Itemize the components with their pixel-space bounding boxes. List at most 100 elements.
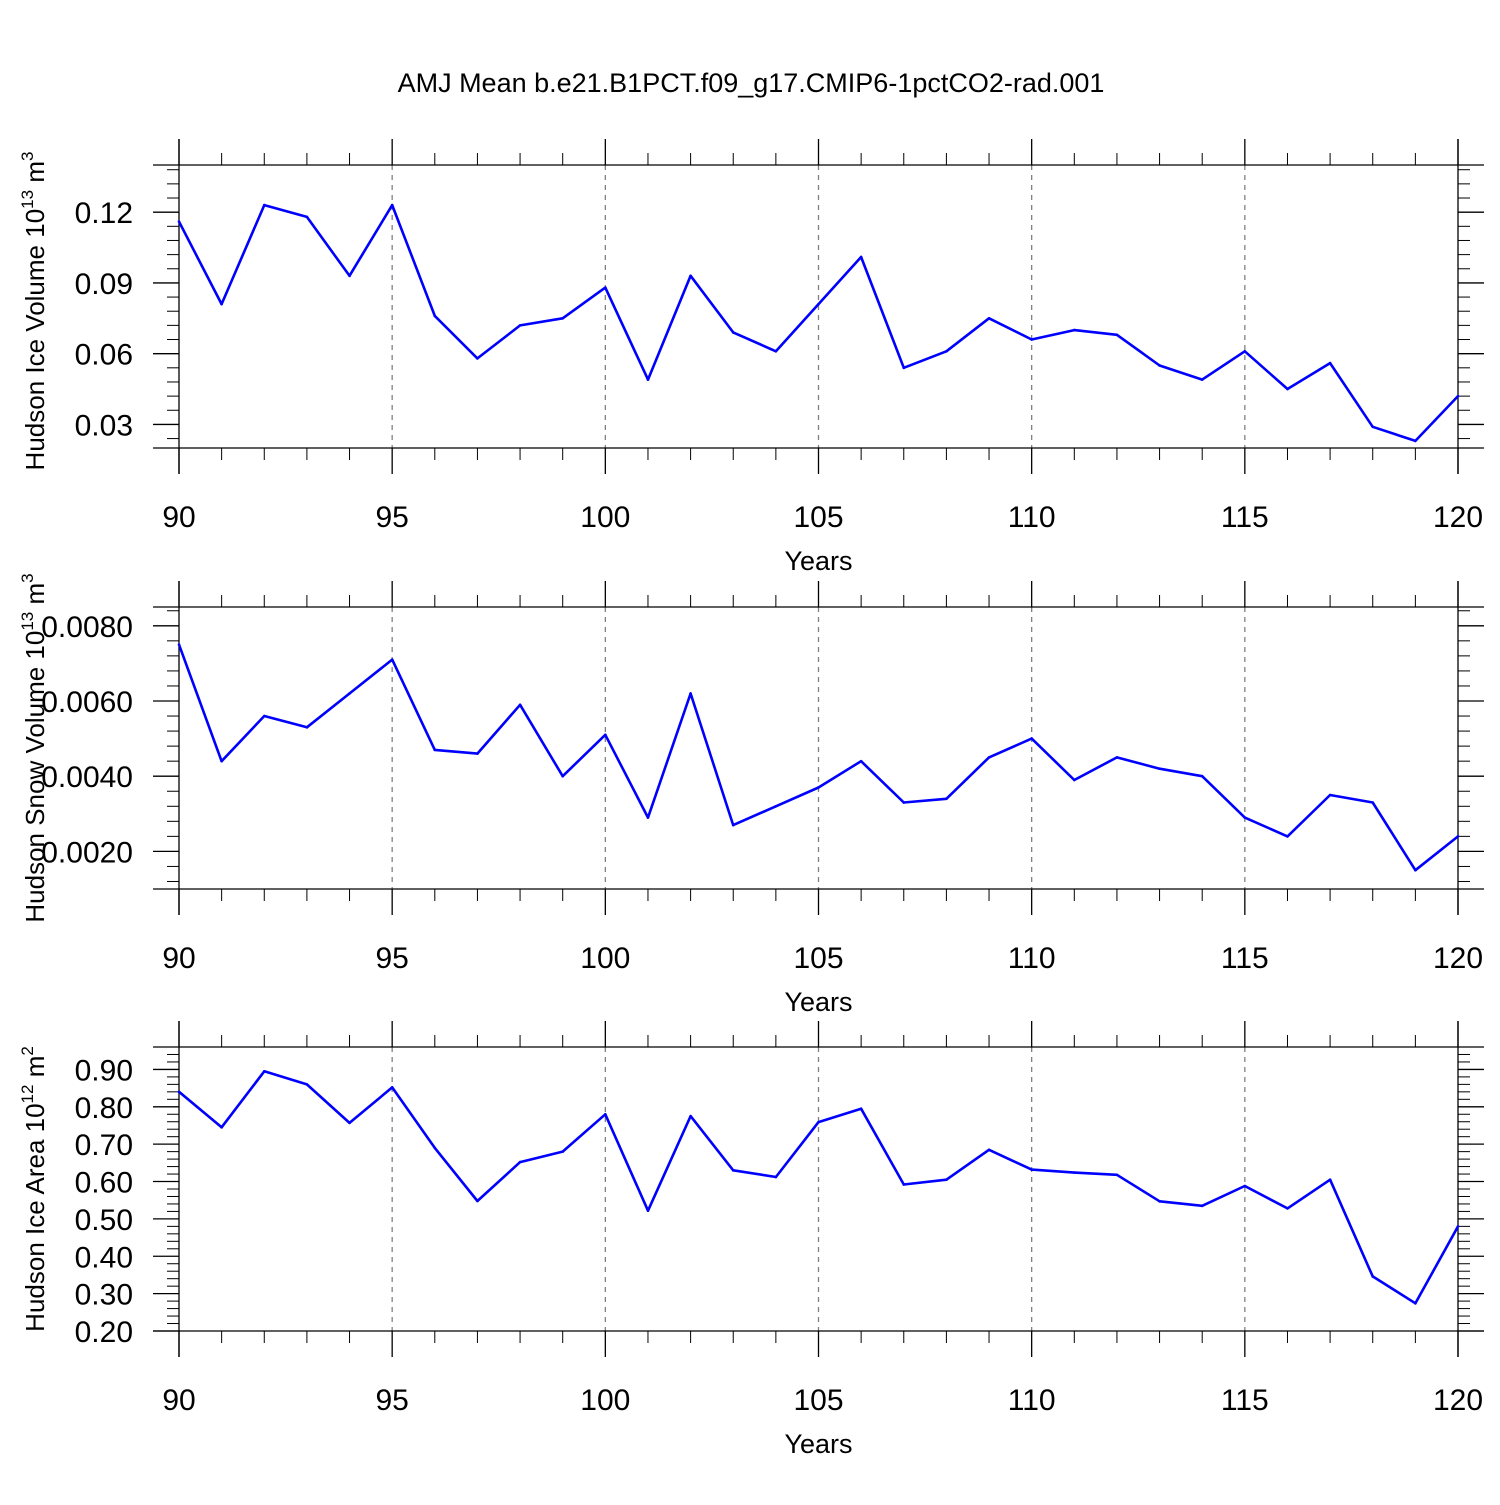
data-point: [1371, 801, 1375, 804]
y-tick-label: 0.0080: [41, 611, 133, 644]
data-point: [817, 302, 820, 306]
data-point: [859, 759, 863, 763]
data-point: [1286, 835, 1289, 838]
data-point: [348, 1121, 351, 1125]
data-point: [731, 331, 735, 334]
x-tick-label: 105: [793, 942, 843, 975]
data-point: [1030, 737, 1033, 740]
panel-3: 90 95 100 105 110 115 120 0.20 0.30 0.40 0.50 0.60 0…: [18, 1021, 1484, 1459]
data-point: [262, 1069, 266, 1073]
data-point: [433, 314, 437, 318]
data-point: [604, 1112, 607, 1116]
data-point: [177, 1090, 181, 1094]
data-point: [774, 804, 778, 808]
data-point: [262, 203, 266, 207]
data-point: [518, 1160, 522, 1164]
y-tick-label: 0.40: [75, 1241, 133, 1274]
data-point: [561, 316, 564, 320]
x-tick-label: 95: [375, 942, 408, 975]
data-point: [1030, 1168, 1033, 1171]
x-tick-label: 120: [1433, 1384, 1483, 1417]
data-point: [348, 692, 351, 695]
y-tick-label: 0.06: [75, 339, 133, 372]
y-tick-label: 0.80: [75, 1092, 133, 1125]
data-point: [476, 1199, 479, 1203]
data-point: [604, 733, 607, 737]
data-point: [1456, 1225, 1460, 1228]
data-point: [1371, 425, 1375, 429]
data-point: [987, 1148, 991, 1152]
x-tick-label: 90: [162, 942, 195, 975]
data-point: [476, 357, 479, 360]
data-point: [220, 1126, 223, 1129]
data-point: [1371, 1275, 1375, 1278]
y-tick-label: 0.90: [75, 1054, 133, 1087]
data-point: [902, 366, 906, 370]
x-tick-label: 120: [1433, 501, 1483, 534]
x-tick-label: 105: [793, 1384, 843, 1417]
data-point: [1115, 756, 1119, 759]
y-tick-label: 0.60: [75, 1167, 133, 1200]
data-point: [220, 759, 223, 763]
data-point: [348, 274, 351, 278]
data-point: [945, 1178, 948, 1181]
panel-2: 90 95 100 105 110 115 120 0.0020 0.0040 0.0060 0.0…: [18, 573, 1484, 1017]
data-point: [689, 1114, 692, 1118]
chart-title: AMJ Mean b.e21.B1PCT.f09_g17.CMIP6-1pctC…: [398, 68, 1105, 98]
data-point: [1073, 778, 1076, 782]
data-point: [902, 801, 906, 804]
x-tick-label: 95: [375, 501, 408, 534]
data-point: [902, 1183, 906, 1186]
data-point: [305, 215, 309, 219]
data-point: [646, 1209, 650, 1212]
y-tick-label: 0.70: [75, 1129, 133, 1162]
data-point: [262, 714, 266, 718]
data-point: [177, 643, 181, 646]
data-point: [561, 1150, 564, 1153]
x-tick-label: 115: [1221, 501, 1269, 534]
data-point: [689, 274, 692, 278]
data-point: [1243, 816, 1247, 819]
x-tick-label: 105: [793, 501, 843, 534]
x-tick-label: 110: [1008, 501, 1056, 534]
data-point: [1200, 1204, 1204, 1208]
y-tick-label: 0.30: [75, 1279, 133, 1312]
y-tick-label: 0.12: [75, 197, 133, 230]
y-tick-label: 0.0020: [41, 836, 133, 869]
x-tick-label: 115: [1221, 942, 1269, 975]
data-point: [1414, 439, 1417, 443]
data-point: [305, 726, 309, 729]
data-point: [518, 324, 522, 327]
data-point: [646, 816, 650, 819]
data-point: [731, 1169, 735, 1172]
data-point: [177, 220, 181, 223]
y-axis-title: Hudson Ice Area 1012 m2: [18, 1046, 50, 1332]
data-point: [1200, 378, 1204, 381]
x-tick-label: 95: [375, 1384, 408, 1417]
data-point: [1158, 364, 1161, 367]
x-tick-label: 90: [162, 501, 195, 534]
data-point: [817, 786, 820, 789]
data-point: [1414, 868, 1417, 872]
data-point: [390, 1086, 394, 1089]
data-point: [1073, 1171, 1076, 1174]
data-point: [1158, 767, 1161, 770]
data-point: [859, 1107, 863, 1110]
data-point: [1286, 387, 1289, 391]
data-point: [1115, 333, 1119, 337]
x-axis-title: Years: [784, 546, 852, 576]
data-point: [220, 302, 223, 306]
y-tick-label: 0.50: [75, 1204, 133, 1237]
data-point: [561, 774, 564, 778]
y-tick-label: 0.03: [75, 409, 133, 442]
data-point: [1243, 1184, 1247, 1188]
data-point: [689, 692, 692, 695]
y-axis-title: Hudson Snow Volume 1013 m3: [18, 573, 50, 922]
y-tick-label: 0.09: [75, 268, 133, 301]
x-tick-label: 100: [580, 501, 630, 534]
data-point: [1243, 350, 1247, 353]
data-point: [646, 378, 650, 381]
data-point: [390, 203, 394, 207]
